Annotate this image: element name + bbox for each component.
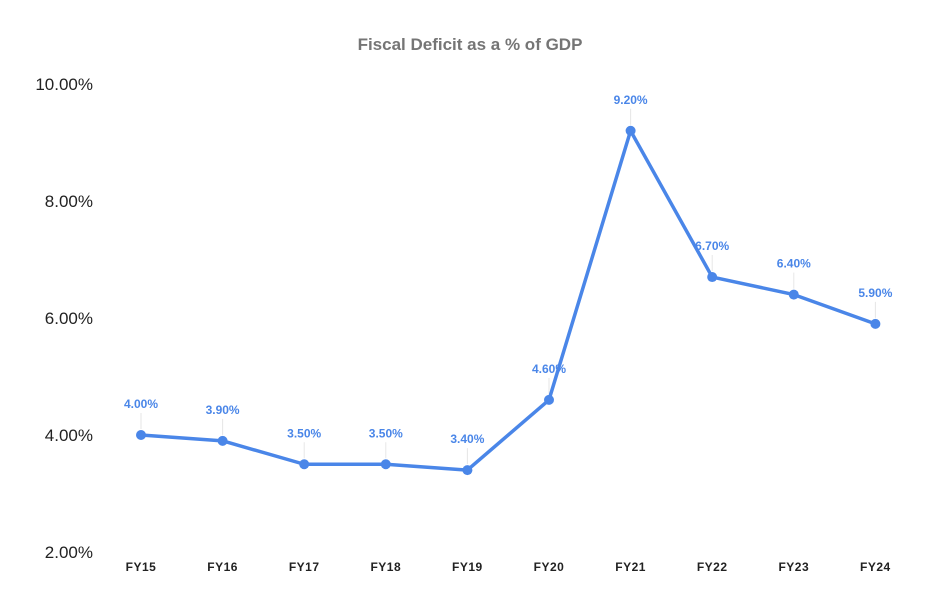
data-label: 5.90% — [858, 286, 892, 300]
data-label: 6.40% — [777, 257, 811, 271]
data-point — [299, 459, 310, 470]
series-line — [139, 129, 878, 472]
data-point — [788, 289, 799, 300]
y-tick-label: 6.00% — [45, 309, 93, 328]
data-point — [462, 465, 473, 476]
x-axis: FY15 FY16 FY17 FY18 FY19 FY20 FY21 FY22 FY23 FY24 — [126, 560, 891, 574]
data-label: 4.00% — [124, 397, 158, 411]
x-tick-label: FY15 — [126, 560, 157, 574]
x-tick-label: FY16 — [207, 560, 238, 574]
data-point — [625, 125, 636, 136]
x-tick-label: FY23 — [778, 560, 809, 574]
data-point — [544, 394, 554, 405]
series-layer — [136, 108, 881, 476]
data-label: 3.50% — [287, 426, 321, 440]
y-tick-label: 10.00% — [35, 75, 93, 94]
data-label: 4.60% — [532, 362, 566, 376]
y-axis: 2.00% 4.00% 6.00% 8.00% 10.00% — [35, 75, 93, 562]
data-point — [870, 318, 881, 329]
y-tick-label: 8.00% — [45, 192, 93, 211]
data-label: 6.70% — [695, 239, 729, 253]
data-point — [707, 272, 718, 283]
data-point — [217, 435, 228, 446]
x-tick-label: FY19 — [452, 560, 483, 574]
x-tick-label: FY17 — [289, 560, 320, 574]
data-label: 3.40% — [450, 432, 484, 446]
data-point — [136, 430, 146, 440]
x-tick-label: FY22 — [697, 560, 728, 574]
y-tick-label: 2.00% — [45, 543, 93, 562]
data-label: 3.90% — [206, 403, 240, 417]
data-point — [380, 459, 391, 470]
data-label: 3.50% — [369, 426, 403, 440]
x-tick-label: FY20 — [534, 560, 565, 574]
x-tick-label: FY18 — [370, 560, 401, 574]
x-tick-label: FY24 — [860, 560, 891, 574]
data-label-layer: 4.00% 3.90% 3.50% 3.50% 3.40% 4.60% 9.20% 6.70%… — [124, 93, 893, 446]
x-tick-label: FY21 — [615, 560, 646, 574]
y-tick-label: 4.00% — [45, 426, 93, 445]
chart-title: Fiscal Deficit as a % of GDP — [358, 35, 583, 54]
data-label: 9.20% — [614, 93, 648, 107]
